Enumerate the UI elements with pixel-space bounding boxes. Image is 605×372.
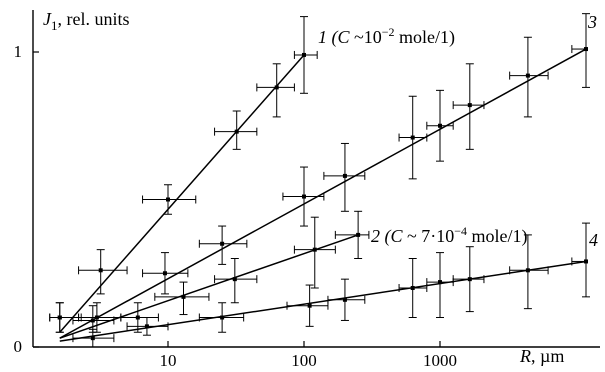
series-3-point: [342, 173, 347, 178]
y-axis-label-text: , rel. units: [58, 9, 130, 29]
series-1-fit-line: [59, 54, 305, 333]
series-1-label-prefix: 1 (: [318, 27, 339, 48]
series-4-point: [307, 303, 312, 308]
series-2-point: [356, 232, 361, 237]
series-1-label-var: C: [338, 27, 351, 47]
x-axis-label: R, µm: [519, 346, 564, 366]
series-2-point: [94, 315, 99, 320]
y-tick-label: 0: [14, 337, 23, 356]
series-1-label: 1 (C ~10−2 mole/1): [318, 25, 455, 48]
series-1-point: [234, 129, 239, 134]
x-tick-label: 10: [160, 351, 177, 370]
series-2-point: [181, 294, 186, 299]
x-tick-label: 1000: [423, 351, 457, 370]
series-3-point: [162, 271, 167, 276]
series-3-point: [525, 73, 530, 78]
series-1-point: [98, 268, 103, 273]
series-2-label-exp: −4: [454, 224, 467, 238]
series-3-point: [302, 194, 306, 199]
y-tick-label: 1: [14, 42, 23, 61]
series-3-point: [467, 103, 472, 108]
series-1-point: [274, 85, 279, 90]
series-3-point: [90, 318, 95, 323]
series-2-label: 2 (C ~ 7·10−4 mole/1): [371, 224, 528, 247]
series-4-point: [220, 315, 225, 320]
series-2-label-prefix: 2 (: [371, 226, 392, 247]
series-4-point: [438, 280, 442, 285]
series-1-label-mid: ~10: [350, 27, 382, 47]
data-points: [57, 47, 588, 341]
series-4-fit-line: [59, 260, 587, 342]
series-3-point: [584, 47, 588, 52]
series-1-point: [302, 52, 306, 57]
ticks: 10 100 1000 0 1: [14, 42, 458, 370]
series-3-point: [438, 123, 442, 128]
fit-lines: [59, 48, 587, 342]
series-2-point: [232, 277, 237, 282]
series-2-label-unit: mole/1): [467, 226, 528, 247]
series-2-label-mid: ~ 7·10: [403, 226, 455, 246]
x-axis-label-unit: , µm: [531, 346, 564, 366]
series-3-point: [57, 315, 62, 320]
series-4-point: [90, 336, 95, 341]
series-3-point: [410, 135, 415, 140]
error-bars: [49, 13, 590, 348]
series-3-fit-line: [59, 48, 587, 339]
y-axis-label: J1, rel. units: [43, 9, 130, 33]
series-3-point: [220, 241, 225, 246]
x-tick-label: 100: [291, 351, 317, 370]
series-1-label-unit: mole/1): [395, 27, 456, 48]
series-4-point: [410, 286, 415, 290]
series-1-point: [166, 197, 170, 202]
y-axis-label-sub: 1: [51, 18, 58, 33]
series-3-label: 3: [587, 12, 597, 32]
series-4-point: [144, 324, 149, 329]
series-1-label-exp: −2: [382, 25, 395, 39]
series-4-point: [342, 297, 347, 302]
series-2-point: [135, 315, 140, 320]
series-2-point: [312, 247, 317, 252]
axes: [32, 10, 600, 348]
series-4-point: [525, 268, 530, 273]
series-4-point: [584, 259, 588, 264]
x-axis-label-var: R: [519, 346, 531, 366]
series-2-label-var: C: [391, 226, 404, 246]
series-4-label: 4: [589, 230, 598, 250]
series-4-point: [467, 277, 472, 282]
y-axis-label-var: J: [43, 9, 52, 29]
